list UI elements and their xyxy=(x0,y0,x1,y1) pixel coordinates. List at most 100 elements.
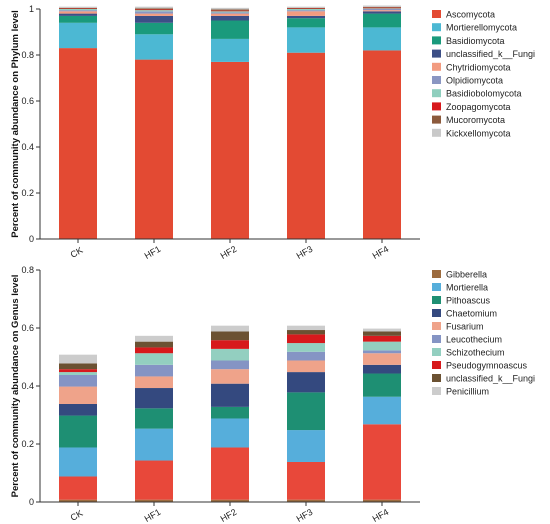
x-tick-label: CK xyxy=(69,508,85,523)
legend-label: Ascomycota xyxy=(446,10,495,20)
bar-segment-hf1-2 xyxy=(135,428,173,461)
bar-segment-ck-4 xyxy=(59,11,97,14)
bar-segment-hf4-3 xyxy=(363,11,401,14)
legend-swatch xyxy=(432,89,441,98)
legend-swatch xyxy=(432,36,441,45)
bar-segment-ck-3 xyxy=(59,13,97,16)
bar-segment-hf4-4 xyxy=(363,364,401,374)
legend-swatch xyxy=(432,322,441,330)
bar-segment-hf3-2 xyxy=(287,18,325,28)
bar-segment-ck-8 xyxy=(59,7,97,9)
legend-label: Mucoromycota xyxy=(446,115,505,125)
bar-segment-hf4-7 xyxy=(363,7,401,9)
bar-segment-hf1-7 xyxy=(135,9,173,11)
bar-segment-hf2-5 xyxy=(211,369,249,384)
bar-segment-hf1-3 xyxy=(135,15,173,23)
bar-segment-hf4-6 xyxy=(363,8,401,9)
y-tick-label: 0 xyxy=(29,234,34,244)
legend-swatch xyxy=(432,76,441,84)
legend-swatch xyxy=(432,10,441,18)
bar-segment-ck-2 xyxy=(59,15,97,23)
y-tick-label: 0.6 xyxy=(21,96,34,106)
bar-segment-hf2-6 xyxy=(211,360,249,370)
legend-swatch xyxy=(432,23,441,32)
legend-swatch xyxy=(432,102,441,111)
legend-swatch xyxy=(432,62,441,71)
y-tick-label: 0 xyxy=(29,497,34,507)
bar-segment-hf4-2 xyxy=(363,396,401,425)
bar-segment-hf1-1 xyxy=(135,460,173,500)
bar-segment-ck-9 xyxy=(59,6,97,8)
y-tick-label: 0.2 xyxy=(21,439,34,449)
legend-label: Schizothecium xyxy=(446,348,505,358)
bar-segment-ck-6 xyxy=(59,374,97,387)
legend-swatch xyxy=(432,296,441,304)
bar-segment-hf4-1 xyxy=(363,27,401,51)
bar-segment-hf3-7 xyxy=(287,343,325,352)
legend-label: Penicillium xyxy=(446,387,489,397)
x-tick-label: CK xyxy=(69,245,85,260)
bar-segment-hf2-6 xyxy=(211,11,249,13)
legend-label: Chaetomium xyxy=(446,309,497,319)
legend-label: unclassified_k__Fungi xyxy=(446,374,535,384)
bar-segment-hf4-8 xyxy=(363,335,401,342)
y-tick-label: 1 xyxy=(29,4,34,14)
bar-segment-hf3-0 xyxy=(287,52,325,240)
x-tick-label: HF3 xyxy=(295,244,315,261)
bar-segment-hf4-6 xyxy=(363,350,401,354)
legend-label: Kickxellomycota xyxy=(446,128,511,138)
bar-segment-hf3-6 xyxy=(287,351,325,361)
legend-label: Gibberella xyxy=(446,270,487,280)
bar-segment-ck-0 xyxy=(59,48,97,239)
bar-segment-hf2-4 xyxy=(211,383,249,407)
legend-label: Olpidiomycota xyxy=(446,76,503,86)
legend-swatch xyxy=(432,270,441,278)
legend-label: Fusarium xyxy=(446,322,484,332)
bar-segment-hf1-9 xyxy=(135,6,173,9)
bar-segment-hf1-0 xyxy=(135,499,173,502)
bar-segment-ck-6 xyxy=(59,9,97,11)
bar-segment-hf4-4 xyxy=(363,10,401,12)
bar-segment-hf2-10 xyxy=(211,325,249,332)
bar-segment-hf3-1 xyxy=(287,27,325,53)
bar-segment-hf3-6 xyxy=(287,9,325,11)
bar-segment-hf1-1 xyxy=(135,34,173,60)
bar-segment-hf2-2 xyxy=(211,20,249,39)
bar-segment-hf3-8 xyxy=(287,334,325,344)
bar-segment-hf1-5 xyxy=(135,376,173,389)
bar-segment-hf1-6 xyxy=(135,364,173,377)
bar-segment-hf1-8 xyxy=(135,347,173,354)
bar-segment-hf2-4 xyxy=(211,13,249,16)
bar-segment-ck-2 xyxy=(59,447,97,477)
bar-segment-hf1-6 xyxy=(135,10,173,12)
legend-swatch xyxy=(432,283,441,291)
y-tick-label: 0.4 xyxy=(21,381,34,391)
bar-segment-hf3-0 xyxy=(287,499,325,502)
x-tick-label: HF2 xyxy=(219,244,239,261)
bar-segment-hf4-0 xyxy=(363,499,401,502)
bar-segment-hf4-5 xyxy=(363,9,401,11)
legend-label: Mortierellomycota xyxy=(446,23,517,33)
x-tick-label: HF3 xyxy=(295,507,315,524)
bar-segment-hf3-9 xyxy=(287,330,325,335)
bar-segment-hf3-10 xyxy=(287,325,325,331)
bar-segment-hf3-5 xyxy=(287,360,325,373)
bar-segment-hf2-8 xyxy=(211,9,249,11)
bar-segment-hf1-0 xyxy=(135,59,173,239)
bar-segment-ck-8 xyxy=(59,369,97,373)
legend-swatch xyxy=(432,115,441,124)
x-tick-label: HF2 xyxy=(219,507,239,524)
bar-segment-hf1-2 xyxy=(135,22,173,35)
bar-segment-hf3-4 xyxy=(287,372,325,393)
y-tick-label: 0.4 xyxy=(21,142,34,152)
y-tick-label: 0.8 xyxy=(21,265,34,275)
bar-segment-hf2-3 xyxy=(211,15,249,21)
legend-label: Mortierella xyxy=(446,283,488,293)
x-tick-label: HF1 xyxy=(143,244,163,261)
y-tick-label: 0.8 xyxy=(21,50,34,60)
bar-segment-hf2-0 xyxy=(211,499,249,502)
x-tick-label: HF1 xyxy=(143,507,163,524)
y-tick-label: 0.2 xyxy=(21,188,34,198)
bar-segment-hf4-8 xyxy=(363,6,401,8)
bar-segment-hf3-3 xyxy=(287,392,325,431)
